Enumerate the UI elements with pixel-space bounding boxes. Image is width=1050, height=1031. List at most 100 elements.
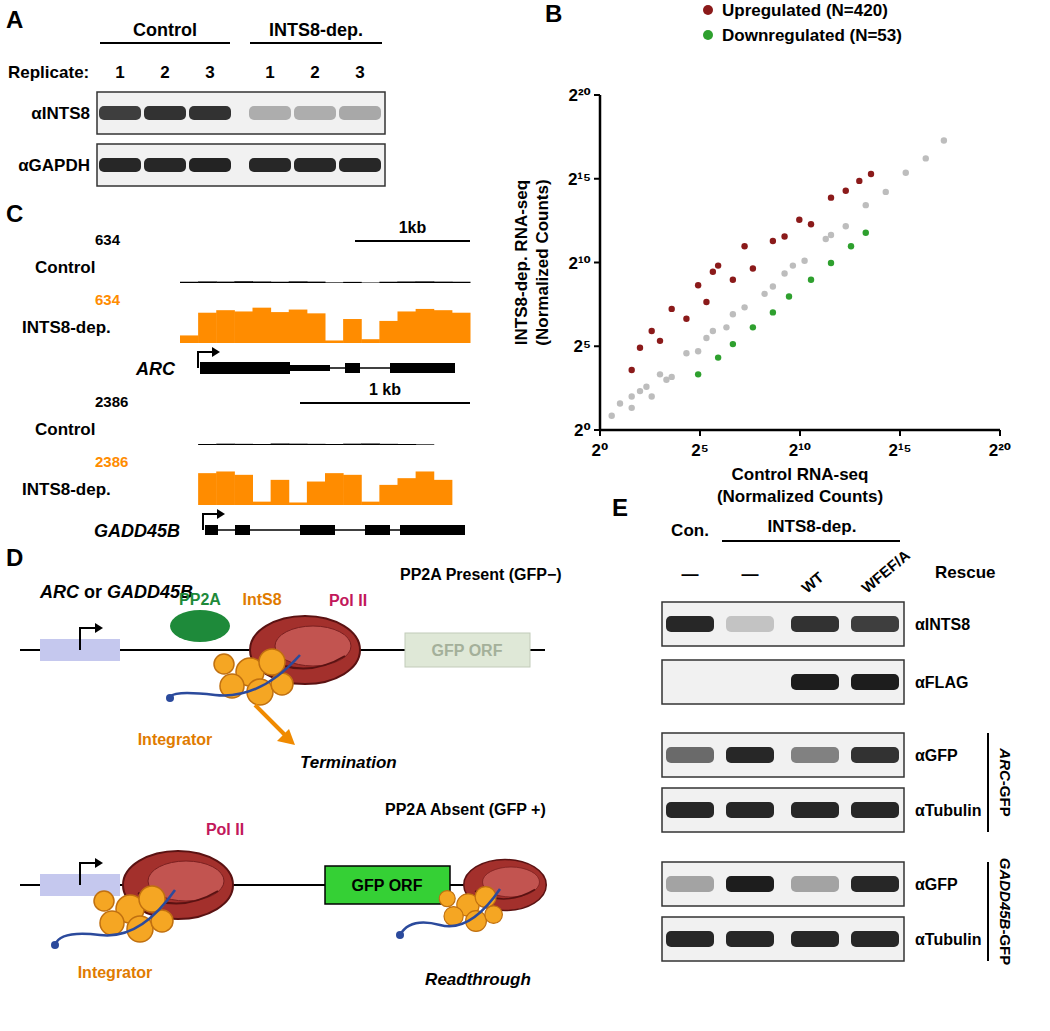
point <box>750 324 756 330</box>
rescue-label: WFEF/A <box>858 546 913 596</box>
gene-name: ARC <box>135 359 176 379</box>
point <box>828 260 834 266</box>
rna <box>55 890 175 945</box>
gene-name: ARC or GADD45B <box>39 582 193 602</box>
point <box>808 221 814 227</box>
point <box>710 268 716 274</box>
legend-marker <box>703 30 713 40</box>
outcome-label: Termination <box>300 753 397 772</box>
coverage-bar <box>343 444 362 445</box>
track-scale: 634 <box>95 231 121 248</box>
reporter-tag: -GFP <box>997 781 1014 817</box>
tss-arrow <box>198 352 214 368</box>
coverage-bar <box>361 339 380 343</box>
track-name: Control <box>35 258 95 277</box>
coverage-bar <box>216 471 235 505</box>
rna <box>400 889 500 935</box>
tss-arrowhead <box>217 509 225 519</box>
point <box>643 384 649 390</box>
point <box>868 171 874 177</box>
coverage-bar <box>180 282 199 283</box>
band <box>851 616 899 632</box>
band <box>666 802 714 818</box>
coverage-bar <box>253 502 272 505</box>
coverage-bar <box>379 321 398 343</box>
point <box>715 354 721 360</box>
y-tick <box>594 262 600 264</box>
point <box>770 238 776 244</box>
coverage-bar <box>434 282 453 283</box>
group-header: Control <box>133 20 197 40</box>
y-tick-label: 2⁵ <box>574 337 591 356</box>
scale-bar-label: 1kb <box>399 219 427 236</box>
legend-marker <box>703 5 713 15</box>
point <box>843 187 849 193</box>
point <box>628 367 634 373</box>
x-tick <box>899 430 901 436</box>
point <box>781 270 787 276</box>
point <box>617 400 623 406</box>
rna <box>170 655 300 698</box>
coverage-bar <box>234 475 253 505</box>
y-tick <box>594 94 600 96</box>
coverage-bar <box>452 445 471 446</box>
blot <box>662 660 904 704</box>
coverage-bar <box>379 485 398 505</box>
point <box>770 283 776 289</box>
coverage-bar <box>307 282 326 283</box>
group-header: INTS8-dep. <box>269 20 363 40</box>
point <box>741 243 747 249</box>
x-axis-label: (Normalized Counts) <box>717 487 883 506</box>
point <box>883 189 889 195</box>
band <box>791 616 839 632</box>
point <box>801 258 807 264</box>
coverage-bar <box>271 282 290 283</box>
orf-label: GFP ORF <box>432 642 503 659</box>
band <box>294 158 336 172</box>
coverage-bar <box>325 282 344 284</box>
panel-label: E <box>612 494 628 521</box>
track-name: Control <box>35 420 95 439</box>
exon <box>400 525 465 535</box>
integrator-subunit <box>271 673 293 695</box>
blot <box>662 917 904 961</box>
replicate-number: 1 <box>265 63 274 82</box>
track-scale: 2386 <box>95 453 128 470</box>
coverage-bar <box>379 444 398 445</box>
scale-bar <box>355 240 470 242</box>
group-underline <box>250 42 382 44</box>
coverage-bar <box>198 281 217 283</box>
point <box>750 265 756 271</box>
band <box>339 158 381 172</box>
panel-label: B <box>545 0 562 27</box>
track-scale: 634 <box>95 291 121 308</box>
point <box>695 282 701 288</box>
point <box>637 388 643 394</box>
x-tick-label: 2⁵ <box>691 441 708 460</box>
blot <box>662 862 904 906</box>
point <box>903 170 909 176</box>
exon <box>365 525 390 535</box>
blot-label: αGAPDH <box>18 156 90 175</box>
point <box>741 304 747 310</box>
band <box>339 106 381 120</box>
x-tick <box>799 430 801 436</box>
point <box>781 233 787 239</box>
coverage-bar <box>216 282 235 283</box>
gfp-orf <box>325 866 450 904</box>
reporter-label: ARC-GFP <box>997 747 1014 816</box>
pp2a-label: PP2A <box>179 591 221 608</box>
blot-label: αTubulin <box>915 802 981 819</box>
pol-ii-label: Pol II <box>329 592 367 609</box>
point <box>863 202 869 208</box>
point <box>828 194 834 200</box>
pol-ii-label: Pol II <box>206 821 244 838</box>
rna-cap <box>396 931 404 939</box>
point <box>856 178 862 184</box>
point <box>790 262 796 268</box>
integrator-subunit <box>214 654 234 674</box>
band <box>666 674 714 690</box>
coverage-bar <box>343 475 362 505</box>
point <box>808 277 814 283</box>
coverage-bar <box>452 505 471 506</box>
